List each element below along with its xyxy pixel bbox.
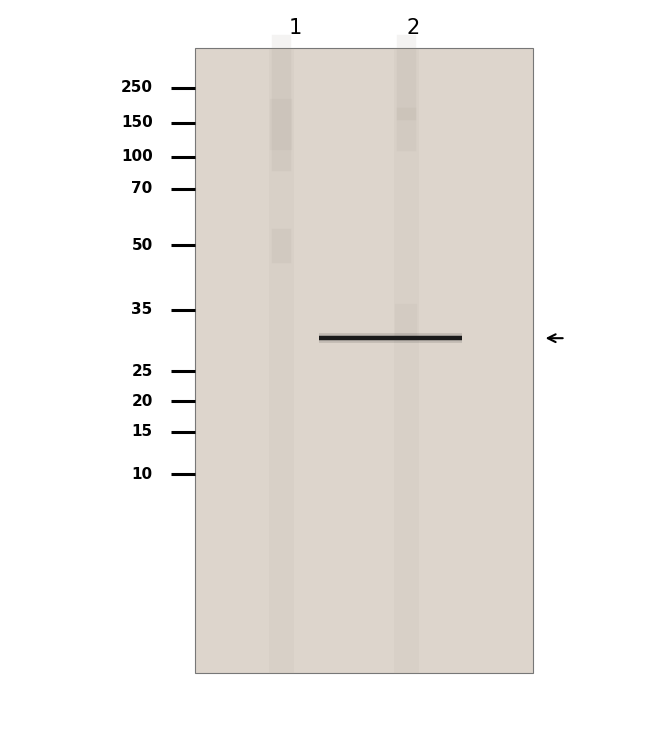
Text: 250: 250	[121, 81, 153, 95]
Text: 70: 70	[131, 182, 153, 196]
Text: 10: 10	[131, 467, 153, 482]
Text: 15: 15	[131, 425, 153, 439]
Text: 2: 2	[406, 18, 419, 38]
Text: 25: 25	[131, 364, 153, 378]
Text: 1: 1	[289, 18, 302, 38]
Bar	[195, 48, 533, 673]
Text: 100: 100	[121, 149, 153, 164]
Text: 150: 150	[121, 116, 153, 130]
Text: 20: 20	[131, 394, 153, 408]
Text: 50: 50	[131, 238, 153, 253]
Text: 35: 35	[131, 302, 153, 317]
